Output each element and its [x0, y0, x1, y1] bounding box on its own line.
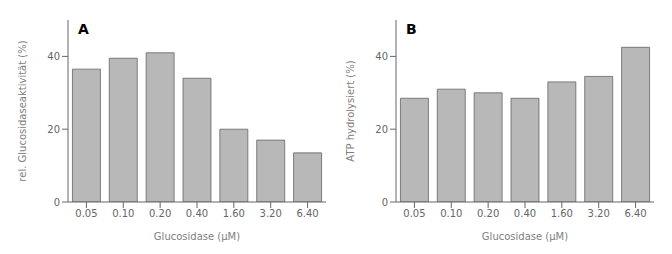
svg-text:0.10: 0.10 — [112, 208, 134, 219]
svg-text:ATP hydrolysiert (%): ATP hydrolysiert (%) — [345, 60, 356, 161]
svg-text:40: 40 — [375, 51, 388, 62]
html-text:B: B — [406, 21, 417, 37]
svg-text:40: 40 — [47, 51, 60, 62]
svg-text:0.40: 0.40 — [186, 208, 208, 219]
svg-text:3.20: 3.20 — [588, 208, 610, 219]
svg-text:20: 20 — [375, 124, 388, 135]
svg-text:0.20: 0.20 — [149, 208, 171, 219]
svg-text:0.05: 0.05 — [75, 208, 97, 219]
svg-text:0: 0 — [382, 197, 388, 208]
svg-text:6.40: 6.40 — [624, 208, 646, 219]
svg-text:3.20: 3.20 — [260, 208, 282, 219]
svg-text:0.10: 0.10 — [440, 208, 462, 219]
svg-text:0.20: 0.20 — [477, 208, 499, 219]
svg-text:1.60: 1.60 — [551, 208, 573, 219]
svg-text:Glucosidase (µM): Glucosidase (µM) — [482, 231, 568, 242]
svg-text:Glucosidase (µM): Glucosidase (µM) — [154, 231, 240, 242]
svg-text:20: 20 — [47, 124, 60, 135]
svg-text:1.60: 1.60 — [223, 208, 245, 219]
html-text:A: A — [78, 21, 89, 37]
svg-text:0.05: 0.05 — [403, 208, 425, 219]
svg-text:6.40: 6.40 — [296, 208, 318, 219]
svg-text:0: 0 — [54, 197, 60, 208]
svg-text:rel. Glucosidaseaktivität (%): rel. Glucosidaseaktivität (%) — [17, 40, 28, 181]
svg-text:0.40: 0.40 — [514, 208, 536, 219]
